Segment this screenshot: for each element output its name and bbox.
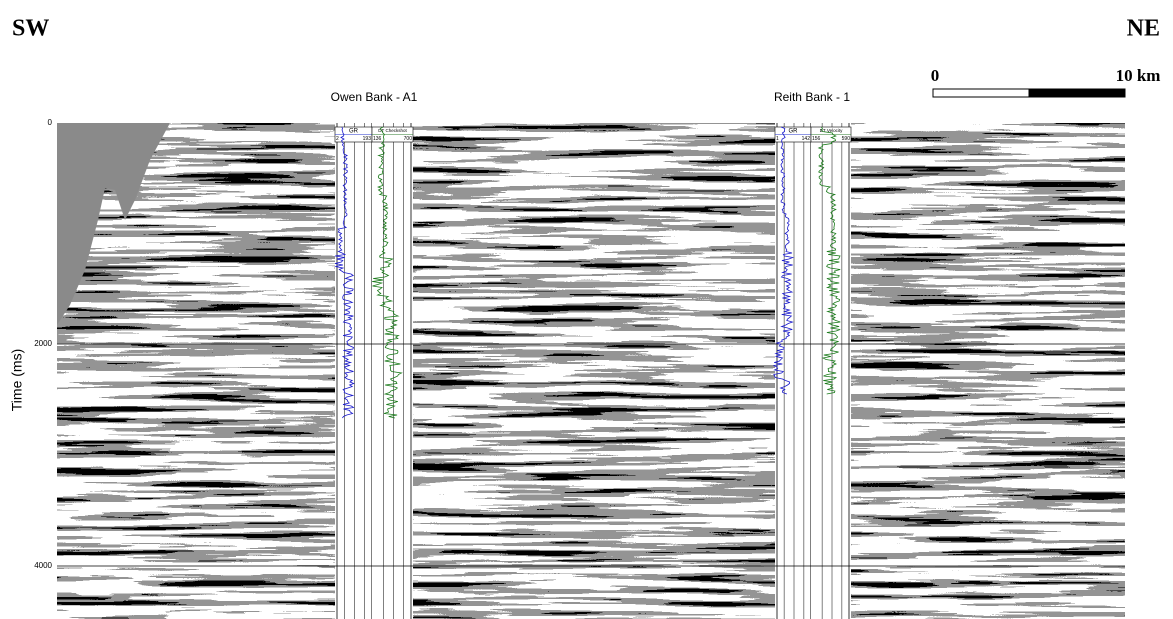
track-max: 193 [363, 136, 372, 142]
scale-bar: 0 10 km [931, 66, 1161, 97]
track-min: 1 [776, 136, 779, 142]
figure: SW NE 0 10 km Time (ms) 0 2000 4000 Owen B… [0, 0, 1173, 619]
direction-left: SW [12, 16, 49, 42]
track-max: 700 [404, 136, 413, 142]
scale-white [933, 89, 1029, 97]
scale-start: 0 [931, 66, 940, 85]
track-min: 2 [336, 136, 339, 142]
y-axis-label: Time (ms) [9, 349, 25, 411]
track-name: GR [789, 129, 799, 135]
track-max: 142 [802, 136, 811, 142]
well-name: Owen Bank - A1 [331, 90, 418, 104]
y-tick-label: 4000 [34, 561, 52, 570]
track-max: 590 [842, 136, 851, 142]
y-tick-label: 2000 [34, 339, 52, 348]
seismic-section [57, 123, 1125, 619]
scale-black [1029, 89, 1125, 97]
well-panel [775, 123, 851, 619]
track-name: DT Velocity [820, 128, 843, 133]
scale-end: 10 km [1116, 66, 1161, 85]
track-min: 136 [373, 136, 382, 142]
y-tick-label: 0 [48, 118, 53, 127]
well-name: Reith Bank - 1 [774, 90, 850, 104]
direction-right: NE [1127, 16, 1160, 42]
track-min: 156 [812, 136, 821, 142]
well-panel [335, 123, 413, 619]
track-name: GR [349, 129, 359, 135]
